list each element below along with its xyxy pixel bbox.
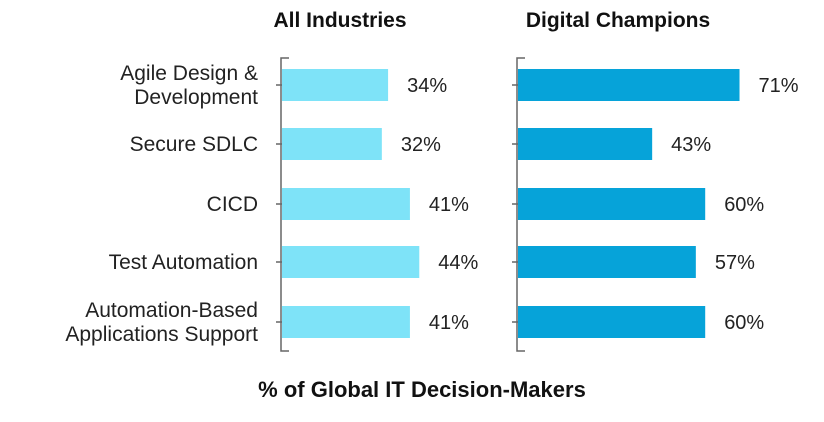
panel-title: All Industries	[273, 9, 406, 32]
category-label: Secure SDLC	[130, 133, 258, 156]
bar	[518, 306, 706, 338]
category-label: CICD	[207, 193, 258, 216]
bar	[518, 246, 696, 278]
data-label: 71%	[759, 75, 799, 97]
category-label-line: Test Automation	[109, 251, 258, 274]
series-panel: 34% 32% 41% 44% 41%	[276, 57, 479, 352]
category-label-line: Applications Support	[65, 323, 258, 346]
category-label: Agile Design & Development	[120, 62, 258, 109]
data-label: 34%	[407, 75, 447, 97]
data-label: 60%	[724, 194, 764, 216]
data-label: 41%	[429, 312, 469, 334]
chart-panels: 34% 32% 41% 44% 41% 71% 43% 60% 57% 60%	[276, 57, 799, 352]
data-label: 43%	[671, 134, 711, 156]
series-panel: 71% 43% 60% 57% 60%	[512, 57, 799, 352]
category-label-line: CICD	[207, 193, 258, 216]
data-label: 60%	[724, 312, 764, 334]
panel-titles: All Industries Digital Champions	[273, 9, 710, 32]
panel-title: Digital Champions	[526, 9, 710, 32]
data-label: 44%	[438, 252, 478, 274]
data-label: 32%	[401, 134, 441, 156]
data-label: 41%	[429, 194, 469, 216]
bar	[518, 69, 740, 101]
bar	[282, 306, 410, 338]
bar	[282, 188, 410, 220]
category-label: Automation-Based Applications Support	[65, 299, 258, 346]
bar	[518, 128, 653, 160]
category-label-line: Development	[134, 86, 258, 109]
bar	[518, 188, 706, 220]
data-label: 57%	[715, 252, 755, 274]
bar	[282, 128, 382, 160]
bar	[282, 69, 389, 101]
category-label-line: Secure SDLC	[130, 133, 258, 156]
category-label-line: Automation-Based	[85, 299, 258, 322]
x-axis-title: % of Global IT Decision-Makers	[258, 377, 586, 402]
category-labels: Agile Design & Development Secure SDLC CICD…	[65, 62, 258, 346]
bar	[282, 246, 420, 278]
category-label-line: Agile Design &	[120, 62, 258, 85]
category-label: Test Automation	[109, 251, 258, 274]
